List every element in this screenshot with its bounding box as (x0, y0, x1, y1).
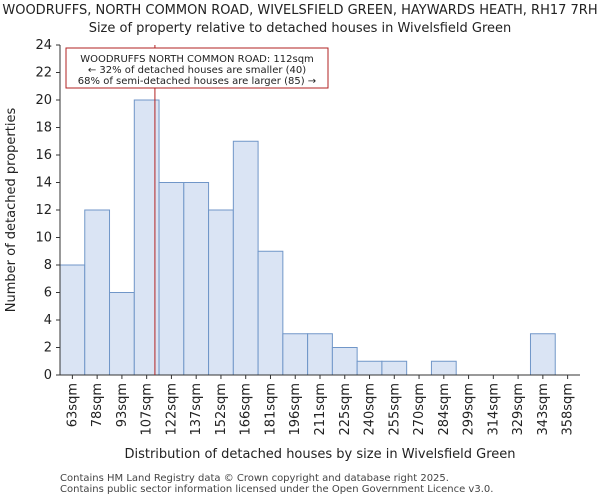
footer-line-2: Contains public sector information licen… (60, 484, 494, 495)
bar-63sqm (59, 264, 86, 376)
x-axis-label: Distribution of detached houses by size … (124, 447, 515, 462)
y-axis-label: Number of detached properties (4, 108, 19, 313)
x-tick-label: 196sqm (288, 383, 303, 436)
y-tick-label: 0 (44, 368, 52, 383)
y-tick-label: 2 (44, 341, 52, 356)
bar-166sqm (232, 140, 259, 376)
bar-255sqm (381, 360, 408, 376)
x-tick-label: 299sqm (462, 383, 477, 436)
x-tick-label: 152sqm (214, 383, 229, 436)
annotation-line-2: ← 32% of detached houses are smaller (40… (88, 65, 306, 76)
y-tick-label: 24 (35, 38, 52, 53)
footer-line-1: Contains HM Land Registry data © Crown c… (60, 473, 449, 484)
x-tick-label: 107sqm (140, 383, 155, 436)
y-tick-label: 14 (35, 176, 52, 191)
y-tick-label: 20 (35, 93, 52, 108)
x-tick-label: 240sqm (363, 383, 378, 436)
annotation-frame (65, 47, 329, 89)
x-tick-label: 166sqm (239, 383, 254, 436)
y-tick-label: 10 (35, 231, 52, 246)
x-tick-label: 211sqm (313, 383, 328, 436)
bar-78sqm (84, 209, 111, 376)
bar-196sqm (282, 333, 309, 376)
x-tick-label: 329sqm (511, 383, 526, 436)
footer-attribution: Contains HM Land Registry data © Crown c… (60, 473, 493, 495)
bars-group (59, 99, 556, 376)
x-tick-label: 225sqm (338, 383, 353, 436)
chart-subtitle: Size of property relative to detached ho… (88, 21, 512, 36)
bar-211sqm (307, 333, 333, 376)
bar-137sqm (183, 182, 210, 376)
y-tick-label: 22 (35, 66, 52, 81)
bar-225sqm (331, 347, 358, 376)
y-tick-label: 4 (44, 313, 52, 328)
bar-93sqm (109, 292, 135, 376)
x-tick-label: 284sqm (437, 383, 452, 436)
chart-title: WOODRUFFS, NORTH COMMON ROAD, WIVELSFIEL… (2, 3, 598, 18)
bar-240sqm (356, 360, 383, 376)
bar-122sqm (158, 182, 185, 376)
x-tick-label: 122sqm (164, 383, 179, 436)
x-tick-label: 270sqm (412, 383, 427, 436)
x-tick-label: 137sqm (189, 383, 204, 436)
x-tick-label: 314sqm (486, 383, 501, 436)
bar-152sqm (208, 209, 234, 376)
x-tick-label: 255sqm (387, 383, 402, 436)
bar-284sqm (430, 360, 457, 376)
x-tick-label: 93sqm (115, 383, 130, 427)
x-tick-label: 358sqm (561, 383, 576, 436)
x-tick-label: 63sqm (65, 383, 80, 427)
bar-181sqm (257, 250, 284, 376)
y-tick-label: 18 (35, 121, 52, 136)
chart-title-block: WOODRUFFS, NORTH COMMON ROAD, WIVELSFIEL… (0, 2, 600, 38)
x-axis: 63sqm 78sqm 93sqm 107sqm 122sqm 137sqm 152sqm 1… (60, 374, 580, 436)
x-tick-label: 78sqm (90, 383, 105, 427)
annotation-box: WOODRUFFS NORTH COMMON ROAD: 112sqm ← 32… (65, 47, 329, 89)
annotation-line-3: 68% of semi-detached houses are larger (… (78, 76, 316, 87)
bar-343sqm (529, 333, 556, 376)
y-tick-label: 12 (35, 203, 52, 218)
y-tick-label: 6 (44, 286, 52, 301)
y-tick-label: 16 (35, 148, 52, 163)
x-tick-label: 181sqm (263, 383, 278, 436)
y-tick-label: 8 (44, 258, 52, 273)
annotation-line-1: WOODRUFFS NORTH COMMON ROAD: 112sqm (80, 54, 314, 65)
x-tick-label: 343sqm (536, 383, 551, 436)
